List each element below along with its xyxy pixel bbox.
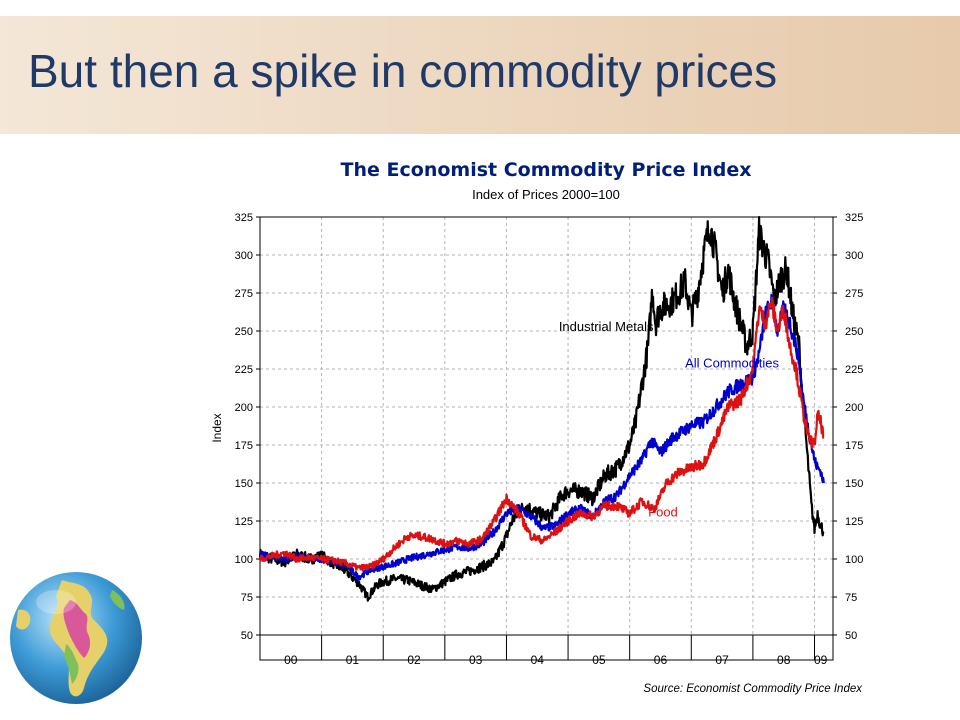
- chart-title: The Economist Commodity Price Index: [341, 159, 752, 181]
- y-tick-label-right: 275: [845, 288, 863, 300]
- x-tick-label: 00: [284, 653, 298, 667]
- chart-axes: 50 50 75 75 100 100 125 125 150 150 175 175 200 200 22…: [235, 212, 864, 667]
- x-tick-label: 02: [407, 653, 421, 667]
- series-label-food: Food: [648, 504, 678, 519]
- chart-subtitle: Index of Prices 2000=100: [472, 187, 620, 202]
- y-tick-label-left: 100: [235, 554, 253, 566]
- plot-frame: [259, 216, 834, 661]
- slide-title: But then a spike in commodity prices: [28, 45, 778, 97]
- source-note: Source: Economist Commodity Price Index: [643, 683, 863, 695]
- series-label-industrial-metals: Industrial Metals: [559, 319, 654, 334]
- y-tick-label-right: 125: [845, 516, 863, 528]
- y-tick-label-left: 50: [241, 630, 253, 642]
- y-tick-label-left: 325: [235, 212, 253, 224]
- y-tick-label-right: 100: [845, 554, 863, 566]
- x-tick-label: 05: [592, 653, 606, 667]
- x-tick-label: 07: [715, 653, 729, 667]
- y-tick-label-left: 175: [235, 440, 253, 452]
- y-tick-label-left: 300: [235, 250, 253, 262]
- y-tick-label-left: 150: [235, 478, 253, 490]
- x-tick-label: 06: [654, 653, 668, 667]
- series-label-all-commodities: All Commodities: [685, 355, 779, 370]
- y-tick-label-left: 75: [241, 592, 253, 604]
- x-tick-label: 04: [531, 653, 545, 667]
- y-tick-label-right: 325: [845, 212, 863, 224]
- header-band: [0, 16, 960, 134]
- series-line-all-commodities: [258, 293, 825, 582]
- x-tick-label: 08: [777, 653, 791, 667]
- x-tick-label: 01: [346, 653, 360, 667]
- y-tick-label-left: 275: [235, 288, 253, 300]
- chart-grid: [260, 216, 833, 636]
- y-tick-label-right: 75: [845, 592, 857, 604]
- y-tick-label-right: 250: [845, 326, 863, 338]
- y-tick-label-right: 225: [845, 364, 863, 376]
- x-tick-label: 03: [469, 653, 483, 667]
- y-tick-label-right: 200: [845, 402, 863, 414]
- y-tick-label-right: 50: [845, 630, 857, 642]
- globe-icon: [10, 572, 142, 704]
- y-tick-label-right: 150: [845, 478, 863, 490]
- y-tick-label-right: 175: [845, 440, 863, 452]
- y-tick-label-left: 250: [235, 326, 253, 338]
- x-tick-label: 09: [814, 653, 828, 667]
- y-tick-label-left: 125: [235, 516, 253, 528]
- y-tick-label-right: 300: [845, 250, 863, 262]
- y-tick-label-left: 225: [235, 364, 253, 376]
- y-axis-label: Index: [210, 413, 224, 442]
- series-line-industrial-metals: [258, 216, 825, 602]
- chart-labels: The Economist Commodity Price Index Inde…: [210, 159, 863, 695]
- series-line-food: [258, 296, 825, 572]
- y-tick-label-left: 200: [235, 402, 253, 414]
- chart-series: [258, 216, 825, 602]
